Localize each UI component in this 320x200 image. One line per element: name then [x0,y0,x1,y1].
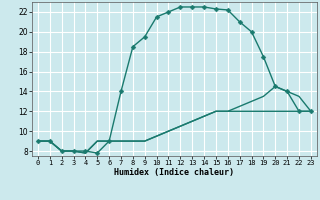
X-axis label: Humidex (Indice chaleur): Humidex (Indice chaleur) [115,168,234,177]
